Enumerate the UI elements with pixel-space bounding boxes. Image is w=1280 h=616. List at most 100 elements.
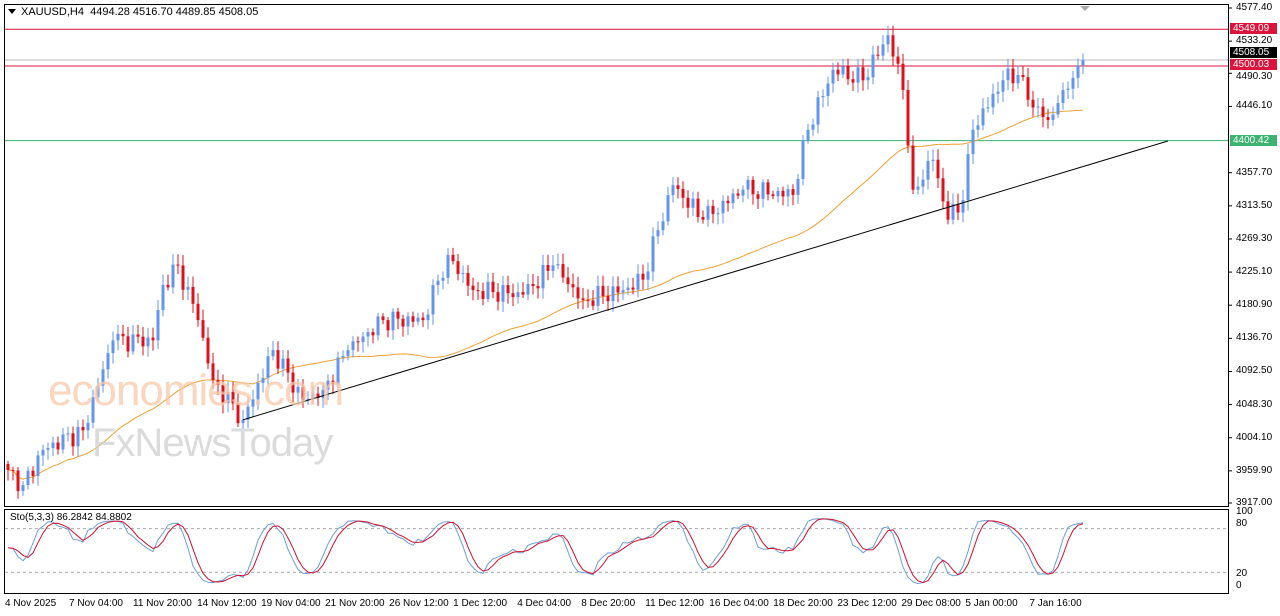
candle xyxy=(31,466,35,484)
low-value: 4489.85 xyxy=(175,6,216,18)
candle-body xyxy=(1021,75,1025,78)
candle xyxy=(141,326,145,356)
time-axis-label: 1 Dec 12:00 xyxy=(453,598,508,609)
candle xyxy=(251,389,255,417)
candle-body xyxy=(836,69,840,75)
candle xyxy=(526,274,530,301)
candle-body xyxy=(766,182,770,195)
candle-body xyxy=(996,91,1000,94)
candle-body xyxy=(661,221,665,231)
candle-body xyxy=(296,386,300,393)
candle-body xyxy=(691,198,695,208)
candle xyxy=(431,279,435,325)
candle-body xyxy=(61,434,65,450)
candle-body xyxy=(611,286,615,302)
candle xyxy=(416,312,420,326)
candle xyxy=(1006,58,1010,91)
trend xyxy=(242,140,1169,421)
candle xyxy=(271,341,275,361)
candle xyxy=(226,381,230,413)
candle xyxy=(606,285,610,312)
candle xyxy=(966,143,970,211)
candle xyxy=(711,199,715,224)
candle xyxy=(991,83,995,115)
candle-body xyxy=(1046,117,1050,120)
candle xyxy=(566,266,570,293)
candle xyxy=(931,149,935,172)
candle-body xyxy=(1041,106,1045,118)
candle xyxy=(421,312,425,327)
candle xyxy=(66,426,70,442)
candle xyxy=(856,59,860,93)
candle-body xyxy=(36,455,40,477)
candle xyxy=(346,344,350,361)
time-axis-label: 21 Nov 20:00 xyxy=(325,598,385,609)
candle-body xyxy=(536,286,540,289)
candle-body xyxy=(546,264,550,271)
time-axis-label: 4 Nov 2025 xyxy=(5,598,57,609)
candle xyxy=(191,276,195,313)
candle-body xyxy=(736,193,740,196)
candle xyxy=(316,386,320,406)
time-axis-label: 4 Dec 04:00 xyxy=(517,598,572,609)
candle-body xyxy=(336,357,340,385)
price-axis-label: 4577.40 xyxy=(1236,2,1273,13)
candle-body xyxy=(1056,102,1060,115)
candle-body xyxy=(1016,75,1020,84)
watermark-fxnewstoday: FxNewsToday xyxy=(92,421,333,465)
candle-body xyxy=(66,433,70,435)
candle xyxy=(971,119,975,164)
scroll-marker-icon[interactable] xyxy=(1080,6,1090,11)
candle xyxy=(26,466,30,490)
candle xyxy=(831,62,835,93)
candle xyxy=(886,25,890,53)
candle-body xyxy=(46,447,50,450)
candle-body xyxy=(961,200,965,213)
candle xyxy=(171,254,175,294)
candle-body xyxy=(1036,106,1040,108)
candle-body xyxy=(616,286,620,293)
price-panel[interactable] xyxy=(4,4,1229,507)
candle xyxy=(941,167,945,210)
candle-body xyxy=(871,54,875,78)
candle-body xyxy=(246,406,250,420)
candle-body xyxy=(341,356,345,358)
candle-body xyxy=(786,189,790,197)
candle xyxy=(411,311,415,328)
candle xyxy=(726,195,730,212)
price-axis-label: 4004.10 xyxy=(1236,431,1273,443)
candle-body xyxy=(711,205,715,214)
candle-body xyxy=(386,320,390,331)
candle-body xyxy=(21,485,25,492)
candle-body xyxy=(931,159,935,161)
candle-body xyxy=(826,83,830,96)
candle-body xyxy=(161,284,165,311)
candle xyxy=(161,274,165,317)
time-axis-label: 23 Dec 12:00 xyxy=(837,598,897,609)
dropdown-triangle-icon[interactable] xyxy=(8,9,16,14)
candle xyxy=(536,275,540,299)
candle xyxy=(561,253,565,283)
candle xyxy=(236,393,240,427)
candle-body xyxy=(86,422,90,431)
candle-body xyxy=(991,93,995,108)
candle xyxy=(71,426,75,456)
candle xyxy=(1081,53,1085,75)
time-axis-label: 11 Nov 20:00 xyxy=(133,598,192,609)
candle xyxy=(696,191,700,223)
candle-body xyxy=(356,341,360,343)
candle-body xyxy=(751,179,755,195)
candle-body xyxy=(781,190,785,197)
candle-body xyxy=(251,399,255,407)
candle-body xyxy=(731,193,735,204)
time-axis-label: 19 Nov 04:00 xyxy=(261,598,321,609)
candle-body xyxy=(1006,68,1010,81)
candle xyxy=(6,461,10,481)
candle-body xyxy=(806,129,810,141)
candle xyxy=(241,409,245,429)
close-value: 4508.05 xyxy=(218,6,259,18)
candle xyxy=(61,428,65,454)
candle-body xyxy=(116,333,120,341)
candle xyxy=(951,193,955,225)
